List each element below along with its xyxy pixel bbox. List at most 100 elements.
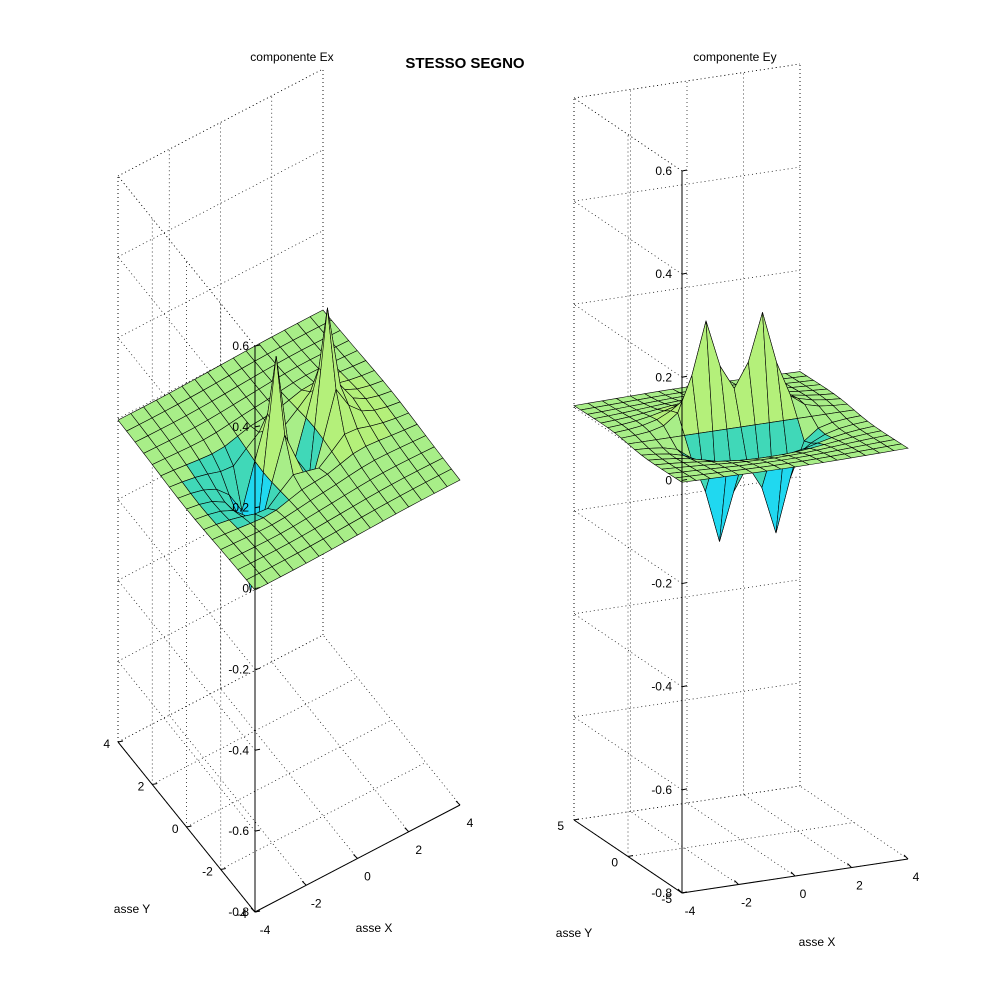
plot-ex-ylabel: asse Y (114, 902, 150, 916)
ey-z-tick-label-5: 0.2 (655, 370, 672, 384)
ey-z-tick-label-2: -0.4 (651, 680, 672, 694)
ex-x-tick-2 (353, 854, 358, 859)
ex-grid-x-floor-2 (220, 688, 358, 859)
plot-ex-axes (117, 344, 461, 913)
ex-y-tick-2 (186, 825, 192, 828)
ey-y-tick-1 (627, 855, 634, 857)
plot-ex-xlabel: asse X (356, 921, 393, 935)
ey-grid-z-left-2 (573, 613, 683, 688)
plot-ey-tick-labels: -0.8 -0.6 -0.4 -0.2 0 0.2 0.4 0.6 -4 -2 0 2 4 -5 0 5 (557, 164, 919, 918)
ey-z-tick-5 (681, 375, 688, 378)
ey-z-tick-2 (681, 685, 688, 688)
ey-grid-x-floor-4 (799, 785, 909, 860)
ex-grid-z-back-5 (117, 230, 324, 339)
ey-x-tick-4 (903, 854, 909, 860)
ex-edge-top-left (117, 175, 256, 347)
ex-grid-y-floor-3 (152, 677, 358, 785)
ey-y-tick-0 (681, 891, 688, 894)
ey-y-tick-label-1: 0 (611, 856, 618, 870)
ey-z-tick-label-6: 0.4 (655, 267, 672, 281)
plot-ey-surface (573, 312, 909, 542)
ey-x-tick-3 (847, 863, 852, 868)
ey-x-tick-label-0: -4 (685, 904, 696, 918)
plot-ey: componente Ey -0.8 -0.6 -0.4 -0.2 0 0.2 0.4 0.6… (556, 50, 920, 949)
plot-ex-tick-labels: -0.8 -0.6 -0.4 -0.2 0 0.2 0.4 0.6 -4 -2 0 2 4 -4 -2 0 2 4 (103, 339, 473, 937)
ex-grid-y-floor-2 (186, 719, 392, 828)
ey-z-tick-label-0: -0.8 (651, 886, 672, 900)
ey-grid-z-left-1 (573, 716, 683, 791)
ey-y-tick-2 (573, 818, 580, 821)
ex-z-tick-label-5: 0.2 (232, 501, 249, 515)
ey-x-tick-label-3: 2 (856, 879, 863, 893)
ey-grid-y-floor-1 (627, 822, 855, 857)
plot-ex-surface (117, 307, 461, 593)
ex-z-tick-label-6: 0.4 (232, 420, 249, 434)
ex-surface-patch (438, 468, 461, 488)
ey-y-tick-label-0: -5 (661, 892, 672, 906)
ex-y-tick-label-2: 0 (172, 822, 179, 836)
ex-y-tick-3 (152, 783, 158, 785)
ex-z-tick-label-3: -0.2 (228, 662, 249, 676)
ex-grid-x-floor-4 (322, 634, 461, 806)
ey-z-tick-6 (681, 272, 688, 275)
ex-y-tick-0 (254, 910, 261, 913)
ey-z-tick-label-3: -0.2 (651, 577, 672, 591)
ey-grid-x-floor-3 (743, 794, 852, 868)
plot-ey-ylabel: asse Y (556, 926, 592, 940)
ey-grid-z-back-7 (573, 63, 801, 99)
ex-z-tick-6 (254, 425, 261, 428)
ex-y-tick-label-0: -4 (236, 907, 247, 921)
plot-ey-subtitle: componente Ey (693, 50, 776, 64)
ey-x-tick-2 (790, 871, 796, 877)
ey-z-tick-7 (681, 169, 688, 172)
ey-grid-z-left-3 (573, 510, 683, 584)
ex-x-tick-label-4: 4 (467, 816, 474, 830)
ex-x-tick-label-0: -4 (260, 923, 271, 937)
ex-y-tick-4 (117, 740, 124, 743)
ex-x-tick-label-3: 2 (415, 843, 422, 857)
ex-y-tick-label-1: -2 (202, 865, 213, 879)
plot-ex-subtitle: componente Ex (250, 50, 333, 64)
ex-z-tick-5 (254, 506, 261, 509)
ex-x-tick-0 (250, 907, 256, 913)
ex-z-tick-2 (254, 748, 261, 751)
ey-x-tick-label-2: 0 (800, 887, 807, 901)
ex-z-tick-7 (254, 344, 261, 347)
ex-x-tick-1 (301, 880, 307, 886)
ex-z-tick-label-2: -0.4 (228, 743, 249, 757)
ex-z-tick-label-1: -0.6 (228, 824, 249, 838)
ey-edge-top-left (573, 97, 683, 172)
ey-y-tick-label-2: 5 (557, 819, 564, 833)
ey-grid-x-floor-2 (686, 802, 796, 877)
ex-z-tick-label-0: -0.8 (228, 905, 249, 919)
plot-ey-xlabel: asse X (799, 935, 836, 949)
ey-z-tick-4 (681, 478, 688, 481)
ex-z-tick-4 (254, 587, 261, 590)
ex-y-tick-1 (220, 868, 226, 870)
ey-grid-z-back-1 (573, 682, 801, 718)
ex-x-tick-4 (455, 800, 461, 806)
ey-z-tick-label-4: 0 (665, 473, 672, 487)
ey-z-tick-3 (681, 582, 688, 585)
ex-x-tick-label-1: -2 (311, 896, 322, 910)
plot-ey-axes (573, 169, 909, 894)
ey-grid-z-left-5 (573, 303, 683, 378)
ey-grid-z-back-2 (573, 579, 801, 615)
ey-x-tick-1 (734, 880, 739, 885)
ey-z-tick-label-7: 0.6 (655, 164, 672, 178)
ex-grid-y-floor-4 (117, 634, 324, 743)
ey-grid-z-back-6 (573, 166, 801, 202)
ex-z-tick-3 (254, 667, 261, 670)
ey-grid-z-back-5 (573, 269, 801, 305)
figure-title: STESSO SEGNO (405, 55, 525, 72)
ey-z-tick-1 (681, 788, 688, 791)
ey-grid-z-left-4 (573, 407, 683, 481)
ey-x-tick-0 (677, 888, 683, 894)
ex-grid-x-floor-1 (168, 715, 307, 886)
ex-edge-top-back (117, 68, 324, 177)
ex-x-tick-label-2: 0 (364, 870, 371, 884)
ey-grid-x-floor-1 (630, 811, 739, 885)
plot-ex: componente Ex -0.8 -0.6 -0.4 -0.2 0 0.2 0.4 0.6… (103, 50, 473, 937)
ey-x-tick-label-4: 4 (913, 870, 920, 884)
